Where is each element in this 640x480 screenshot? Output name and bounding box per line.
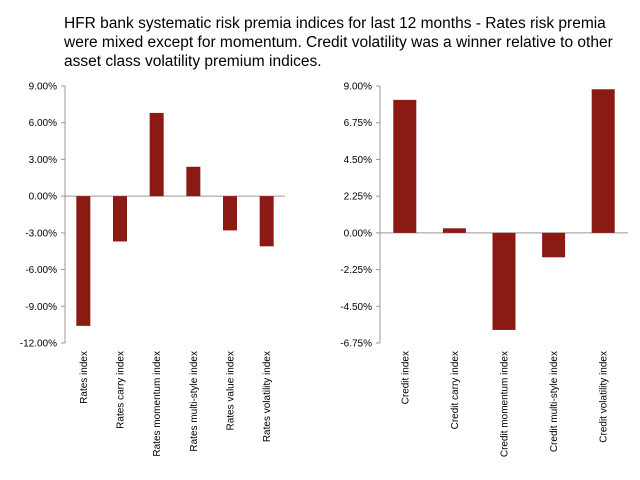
rates-y-tick-label: 3.00% xyxy=(29,155,57,166)
rates-category-label: Rates carry index xyxy=(116,351,127,429)
rates-bar-chart: 9.00% 6.00% 3.00% 0.00% -3.00% -6.00% -9.00% -1… xyxy=(20,82,285,457)
credit-category-label: Credit multi-style index xyxy=(549,351,560,452)
rates-category-label: Rates momentum index xyxy=(152,351,163,457)
credit-y-tick-label: 0.00% xyxy=(344,228,372,239)
credit-bar-3 xyxy=(542,232,566,258)
credit-y-tick-label: 2.25% xyxy=(344,192,372,203)
rates-y-tick-label: -12.00% xyxy=(20,339,57,350)
credit-category-label: Credit index xyxy=(400,351,411,404)
rates-y-tick-label: 9.00% xyxy=(29,82,57,93)
credit-y-tick-label: -4.50% xyxy=(340,302,372,313)
credit-y-tick-label: 6.75% xyxy=(344,118,372,129)
rates-bar-2 xyxy=(149,112,164,197)
credit-bar-4 xyxy=(591,89,615,233)
credit-category-label: Credit momentum index xyxy=(500,351,511,457)
rates-bar-4 xyxy=(223,196,237,231)
rates-y-tick-label: -9.00% xyxy=(25,302,57,313)
credit-bar-1 xyxy=(442,228,466,233)
credit-y-tick-label: -6.75% xyxy=(340,339,372,350)
credit-category-label: Credit volatility index xyxy=(599,351,610,443)
credit-y-tick-label: 9.00% xyxy=(344,82,372,93)
rates-bar-3 xyxy=(186,166,201,197)
rates-bar-1 xyxy=(113,196,127,242)
rates-y-tick-label: -3.00% xyxy=(25,228,57,239)
rates-category-label: Rates index xyxy=(79,351,90,404)
rates-y-tick-label: -6.00% xyxy=(25,265,57,276)
rates-y-tick-label: 6.00% xyxy=(29,118,57,129)
rates-bar-5 xyxy=(259,196,274,247)
rates-category-label: Rates volatility index xyxy=(262,351,273,442)
credit-bar-0 xyxy=(393,99,417,233)
credit-bar-chart: 9.00% 6.75% 4.50% 2.25% 0.00% -2.25% -4.50% -6.… xyxy=(340,82,628,457)
rates-bar-0 xyxy=(76,196,91,326)
credit-bar-2 xyxy=(492,232,516,330)
rates-category-label: Rates multi-style index xyxy=(189,351,200,452)
credit-y-tick-label: -2.25% xyxy=(340,265,372,276)
credit-category-label: Credit carry index xyxy=(450,351,461,429)
chart-title: HFR bank systematic risk premia indices … xyxy=(64,15,613,70)
credit-y-tick-label: 4.50% xyxy=(344,155,372,166)
rates-y-tick-label: 0.00% xyxy=(29,192,57,203)
rates-category-label: Rates value index xyxy=(226,351,237,431)
